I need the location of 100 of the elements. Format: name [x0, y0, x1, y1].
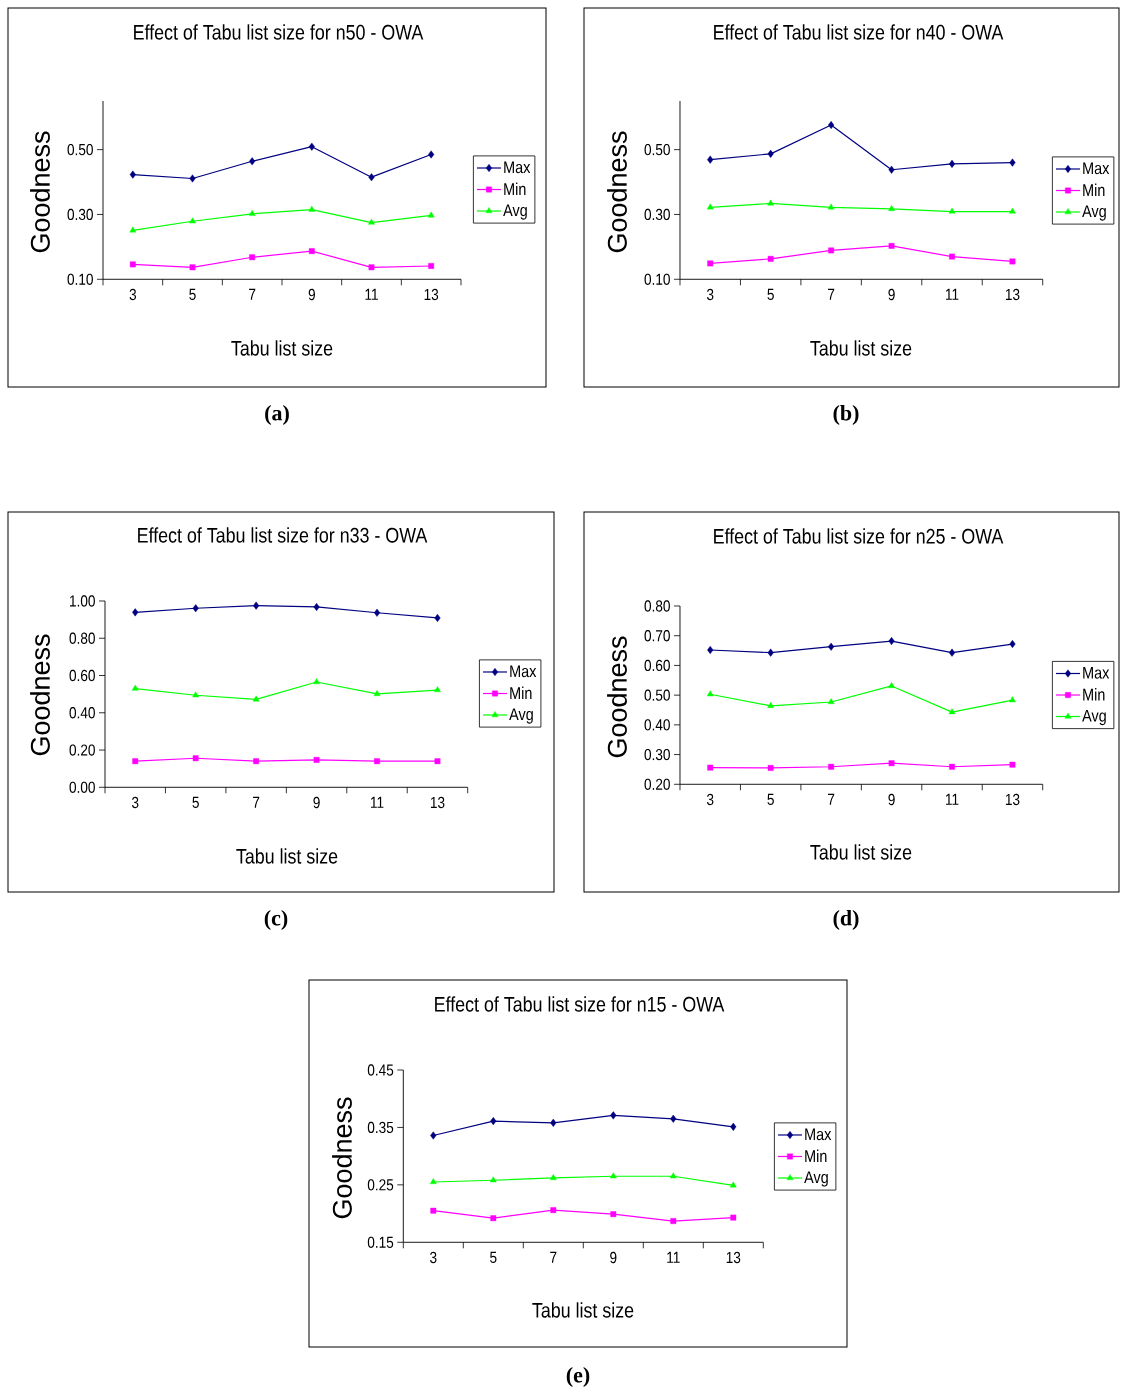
y-axis-title: Goodness — [332, 1097, 352, 1219]
legend-label: Max — [1083, 666, 1110, 679]
x-tick-label: 7 — [249, 288, 256, 300]
point — [767, 648, 774, 657]
point — [308, 142, 315, 151]
y-tick-label: 0.60 — [69, 669, 95, 682]
point — [489, 1176, 497, 1183]
legend-label: Min — [1083, 688, 1105, 701]
x-tick-label: 11 — [365, 288, 378, 300]
x-tick-label: 5 — [767, 288, 774, 300]
point — [434, 686, 441, 693]
y-tick-label: 0.00 — [69, 781, 95, 793]
chart-title: Effect of Tabu list size for n15 - OWA — [435, 996, 725, 1012]
text: (a) — [265, 405, 289, 425]
point — [252, 695, 260, 702]
point — [374, 758, 380, 765]
y-tick-label: 0.80 — [69, 632, 95, 644]
point — [189, 264, 196, 271]
point — [610, 1111, 617, 1120]
point — [192, 691, 199, 698]
point — [192, 755, 199, 762]
point — [249, 157, 256, 166]
point — [767, 199, 774, 206]
point — [610, 1211, 617, 1218]
x-tick-label: 7 — [828, 793, 835, 805]
point — [132, 608, 139, 617]
point — [430, 1131, 437, 1140]
legend-label: Min — [510, 686, 532, 699]
chart-title: Effect of Tabu list size for n50 - OWA — [134, 24, 424, 40]
legend-label: Max — [510, 665, 537, 678]
legend-label: Avg — [1082, 709, 1106, 726]
x-tick-label: 3 — [129, 288, 137, 301]
y-tick-label: 0.35 — [367, 1121, 394, 1134]
x-axis-title: Tabu list size — [810, 340, 912, 356]
point — [129, 261, 136, 268]
point — [427, 211, 435, 218]
y-tick-label: 0.30 — [67, 208, 93, 221]
text: (c) — [264, 910, 288, 930]
y-tick-label: 0.45 — [367, 1064, 394, 1076]
x-tick-label: 9 — [308, 288, 315, 301]
point — [1009, 258, 1016, 265]
legend-label: Avg — [1082, 205, 1106, 221]
x-tick-label: 11 — [945, 793, 959, 805]
y-axis-title: Goodness — [607, 131, 627, 253]
point — [707, 764, 714, 771]
legend-label: Avg — [509, 708, 533, 724]
point — [827, 203, 835, 210]
point — [767, 702, 774, 708]
legend-label: Min — [504, 182, 526, 195]
point — [490, 1117, 497, 1126]
x-tick-label: 3 — [430, 1251, 437, 1264]
point — [888, 637, 895, 646]
point — [706, 203, 714, 210]
y-tick-label: 0.40 — [644, 719, 670, 731]
point — [549, 1174, 557, 1180]
x-tick-label: 7 — [550, 1251, 557, 1263]
point — [948, 207, 956, 214]
text: (d) — [833, 910, 859, 930]
legend-label: Max — [504, 161, 531, 174]
point — [434, 613, 441, 622]
x-tick-label: 9 — [888, 793, 895, 806]
point — [729, 1181, 737, 1188]
y-tick-label: 0.30 — [644, 748, 670, 761]
y-tick-label: 0.40 — [69, 707, 95, 719]
point — [313, 678, 320, 685]
y-tick-label: 0.20 — [644, 778, 670, 790]
x-tick-label: 5 — [490, 1251, 497, 1263]
point — [368, 173, 375, 182]
chart-title: Effect of Tabu list size for n40 - OWA — [714, 24, 1004, 40]
point — [132, 758, 139, 765]
legend-label: Min — [805, 1149, 827, 1162]
x-tick-label: 9 — [610, 1251, 617, 1264]
x-tick-label: 7 — [828, 288, 835, 300]
x-tick-label: 13 — [424, 288, 439, 301]
point — [949, 253, 955, 260]
point — [249, 254, 256, 261]
legend-label: Max — [805, 1128, 832, 1141]
x-tick-label: 5 — [189, 288, 196, 300]
point — [428, 263, 435, 269]
point — [313, 757, 320, 763]
point — [129, 226, 137, 233]
x-tick-label: 11 — [371, 796, 384, 808]
point — [609, 1172, 617, 1179]
point — [828, 642, 835, 651]
point — [1009, 696, 1016, 703]
point — [707, 645, 714, 654]
x-tick-label: 13 — [726, 1251, 741, 1264]
point — [490, 1215, 497, 1222]
point — [189, 174, 196, 183]
y-tick-label: 0.50 — [67, 143, 93, 156]
point — [192, 604, 199, 613]
point — [888, 760, 895, 767]
y-tick-label: 0.60 — [644, 659, 670, 672]
x-tick-label: 11 — [945, 288, 959, 300]
point — [948, 708, 956, 715]
x-tick-label: 3 — [706, 793, 714, 806]
point — [707, 155, 714, 164]
point — [253, 758, 260, 765]
y-tick-label: 0.10 — [644, 273, 670, 285]
point — [1009, 761, 1016, 768]
